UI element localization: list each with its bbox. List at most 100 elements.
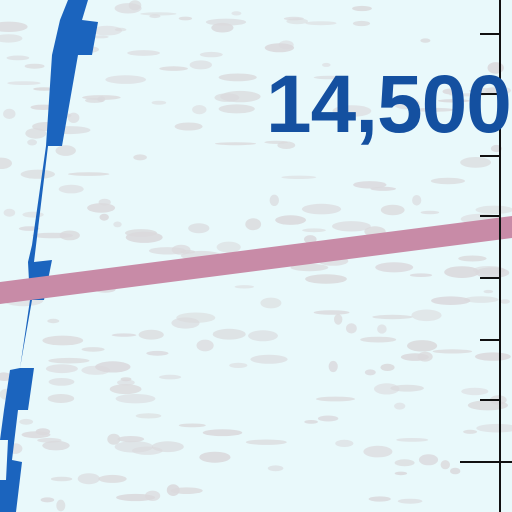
terrain-speckle — [214, 93, 240, 102]
terrain-speckle — [55, 145, 76, 156]
terrain-speckle — [418, 454, 439, 466]
terrain-speckle — [145, 490, 161, 501]
terrain-speckle — [22, 211, 44, 218]
terrain-speckle — [315, 396, 356, 402]
terrain-speckle — [302, 228, 326, 233]
terrain-speckle — [397, 498, 423, 504]
terrain-speckle — [432, 349, 473, 354]
terrain-speckle — [45, 364, 78, 374]
terrain-speckle — [290, 263, 329, 272]
terrain-speckle — [430, 177, 465, 185]
terrain-speckle — [372, 314, 413, 320]
terrain-speckle — [440, 460, 450, 470]
terrain-speckle — [35, 428, 51, 436]
terrain-speckle — [328, 360, 338, 373]
terrain-speckle — [68, 172, 110, 176]
terrain-speckle — [396, 438, 429, 442]
terrain-speckle — [98, 474, 127, 483]
terrain-speckle — [346, 323, 357, 334]
terrain-speckle — [450, 467, 461, 475]
altitude-label: 14,500 — [266, 59, 511, 150]
terrain-speckle — [92, 25, 122, 36]
terrain-speckle — [196, 339, 214, 352]
terrain-speckle — [133, 154, 147, 161]
terrain-speckle — [199, 451, 231, 463]
terrain-speckle — [189, 60, 212, 70]
terrain-speckle — [87, 203, 116, 213]
terrain-speckle — [394, 471, 408, 476]
terrain-speckle — [202, 429, 243, 437]
terrain-speckle — [483, 289, 494, 294]
terrain-speckle — [117, 379, 135, 386]
terrain-speckle — [3, 208, 16, 217]
terrain-speckle — [409, 273, 433, 278]
terrain-speckle — [420, 38, 431, 43]
terrain-speckle — [352, 20, 371, 27]
terrain-speckle — [176, 312, 216, 323]
terrain-speckle — [107, 433, 121, 445]
terrain-speckle — [335, 439, 354, 447]
terrain-speckle — [332, 221, 371, 232]
terrain-speckle — [47, 394, 75, 403]
terrain-speckle — [305, 21, 337, 26]
terrain-speckle — [115, 394, 156, 404]
terrain-speckle — [250, 354, 288, 364]
terrain-speckle — [412, 195, 422, 206]
terrain-speckle — [304, 420, 318, 424]
terrain-speckle — [105, 75, 146, 84]
terrain-speckle — [58, 184, 84, 194]
terrain-speckle — [412, 107, 454, 112]
terrain-speckle — [458, 255, 487, 262]
terrain-speckle — [286, 18, 309, 25]
terrain-speckle — [363, 445, 393, 458]
terrain-speckle — [171, 244, 191, 255]
terrain-speckle — [368, 496, 391, 502]
terrain-speckle — [127, 50, 160, 56]
terrain-speckle — [146, 350, 169, 356]
terrain-speckle — [267, 465, 284, 472]
terrain-speckle — [380, 204, 405, 216]
terrain-speckle — [380, 363, 395, 371]
terrain-speckle — [20, 169, 55, 179]
terrain-speckle — [248, 330, 278, 342]
terrain-speckle — [278, 40, 294, 50]
terrain-speckle — [460, 157, 491, 168]
terrain-speckle — [374, 383, 400, 395]
terrain-speckle — [178, 423, 206, 428]
terrain-speckle — [375, 262, 414, 273]
terrain-speckle — [218, 73, 257, 82]
terrain-speckle — [469, 87, 508, 94]
terrain-speckle — [411, 309, 442, 322]
terrain-speckle — [463, 429, 478, 434]
terrain-speckle — [33, 87, 55, 91]
terrain-speckle — [437, 99, 470, 103]
terrain-speckle — [47, 318, 60, 324]
terrain-speckle — [334, 314, 343, 325]
terrain-speckle — [313, 310, 350, 315]
terrain-speckle — [125, 231, 163, 243]
terrain-speckle — [394, 459, 415, 467]
terrain-speckle — [211, 22, 234, 33]
terrain-speckle — [353, 181, 387, 189]
terrain-speckle — [138, 329, 164, 340]
terrain-speckle — [444, 266, 480, 278]
terrain-speckle — [218, 104, 255, 114]
terrain-speckle — [304, 235, 317, 244]
terrain-speckle — [394, 402, 406, 410]
terrain-speckle — [113, 221, 122, 228]
terrain-speckle — [174, 122, 203, 131]
terrain-speckle — [151, 441, 184, 453]
terrain-speckle — [475, 267, 510, 279]
terrain-speckle — [234, 285, 254, 289]
terrain-speckle — [27, 139, 37, 146]
terrain-speckle — [135, 413, 162, 419]
terrain-speckle — [3, 108, 16, 119]
terrain-speckle — [192, 105, 207, 115]
terrain-speckle — [332, 105, 372, 117]
terrain-speckle — [269, 194, 279, 206]
terrain-speckle — [159, 374, 182, 380]
terrain-speckle — [199, 51, 223, 58]
terrain-speckle — [461, 387, 489, 396]
